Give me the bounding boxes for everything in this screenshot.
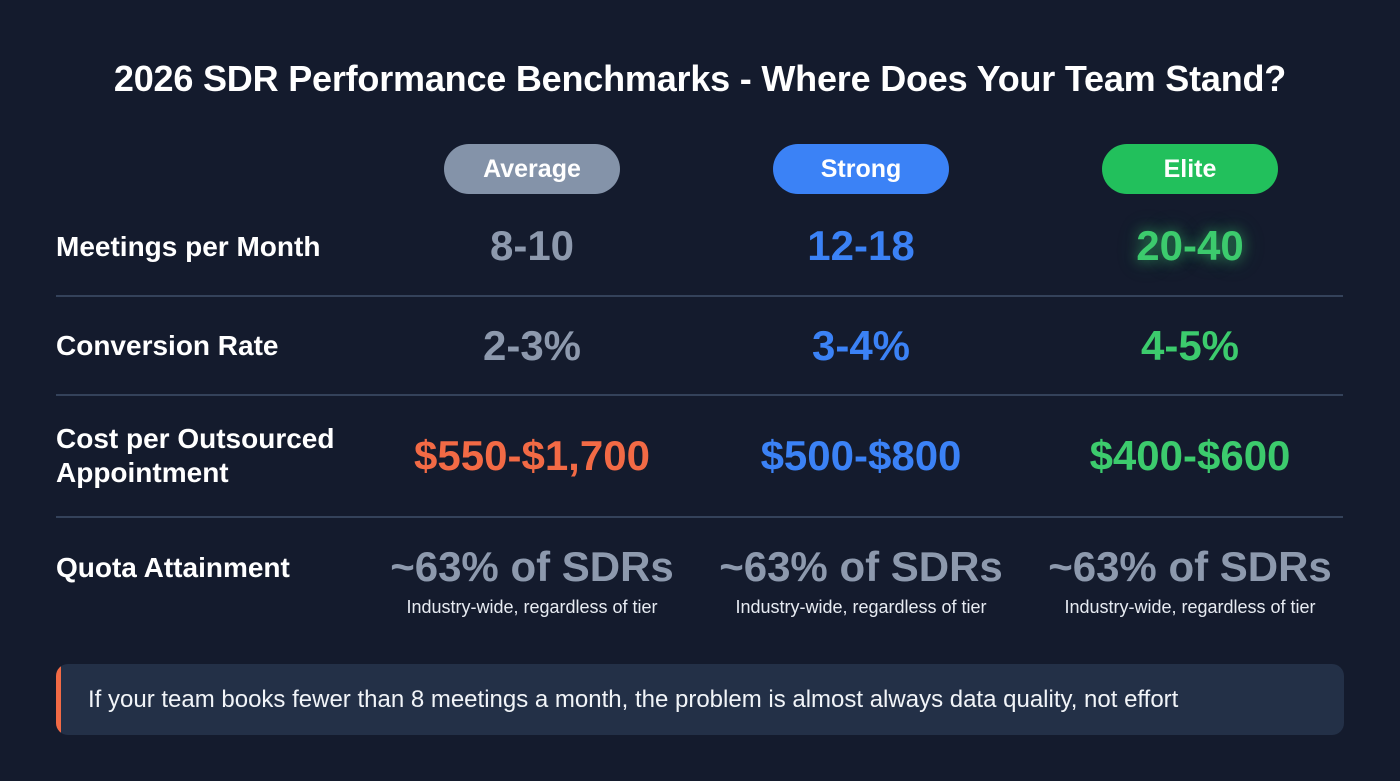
conversion-elite-value: 4-5%	[1140, 322, 1240, 369]
callout-text: If your team books fewer than 8 meetings…	[88, 685, 1179, 713]
meetings-average-value: 8-10	[489, 222, 575, 269]
quota-elite-value: ~63% of SDRs	[1048, 543, 1332, 590]
row-label-conversion: Conversion Rate	[56, 330, 279, 361]
meetings-elite-value: 20-40	[1136, 222, 1244, 269]
row-label-cost-line1: Cost per Outsourced	[56, 423, 335, 454]
quota-elite-note: Industry-wide, regardless of tier	[1064, 597, 1316, 617]
row-label-quota: Quota Attainment	[56, 552, 290, 583]
quota-strong-value: ~63% of SDRs	[719, 543, 1003, 590]
row-divider	[56, 394, 1343, 396]
callout-accent-bar	[56, 664, 61, 735]
cost-average-value: $550-$1,700	[414, 432, 650, 479]
meetings-strong-value: 12-18	[807, 222, 915, 269]
insight-callout: If your team books fewer than 8 meetings…	[56, 664, 1344, 735]
quota-average-value: ~63% of SDRs	[390, 543, 674, 590]
row-label-cost-line2: Appointment	[56, 457, 229, 488]
row-label-cost: Cost per Outsourced Appointment	[56, 422, 334, 490]
conversion-strong-value: 3-4%	[811, 322, 911, 369]
tier-badge-elite: Elite	[1102, 144, 1278, 194]
conversion-average-value: 2-3%	[482, 322, 582, 369]
quota-strong-note: Industry-wide, regardless of tier	[735, 597, 987, 617]
page-title: 2026 SDR Performance Benchmarks - Where …	[113, 58, 1287, 99]
row-divider	[56, 295, 1343, 297]
quota-average-note: Industry-wide, regardless of tier	[406, 597, 658, 617]
row-divider	[56, 516, 1343, 518]
tier-badge-average: Average	[444, 144, 620, 194]
cost-strong-value: $500-$800	[760, 432, 962, 479]
row-label-meetings: Meetings per Month	[56, 231, 321, 262]
tier-badge-strong: Strong	[773, 144, 949, 194]
cost-elite-value: $400-$600	[1089, 432, 1291, 479]
